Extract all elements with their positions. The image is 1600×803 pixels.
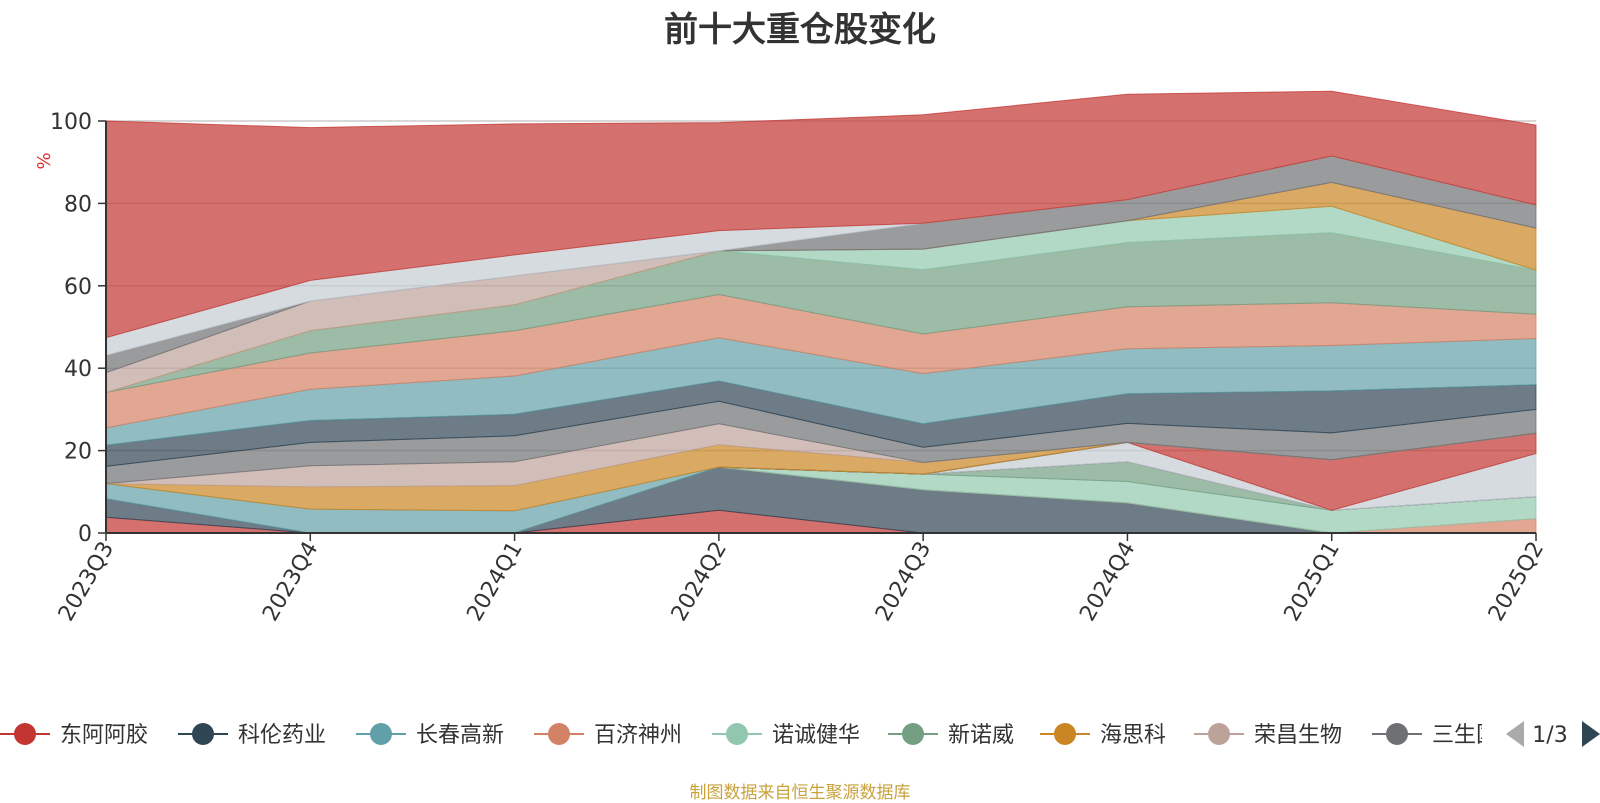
legend-marker-icon <box>1386 723 1408 745</box>
legend-label: 三生国健 <box>1432 723 1520 748</box>
area-series-26[interactable] <box>105 90 1537 339</box>
legend-prev-icon[interactable] <box>1506 721 1524 747</box>
x-tick-label: 2025Q1 <box>1280 538 1345 626</box>
legend-label: 科伦药业 <box>238 723 326 748</box>
legend-item[interactable]: 新诺威 <box>888 723 1014 748</box>
legend-marker-icon <box>1208 723 1230 745</box>
legend-next-icon[interactable] <box>1582 721 1600 747</box>
y-tick-label: 0 <box>78 522 92 547</box>
legend-item[interactable]: 科伦药业 <box>178 723 326 748</box>
y-tick-label: 20 <box>64 440 92 465</box>
y-axis-label: % <box>34 152 55 169</box>
legend-label: 东阿阿胶 <box>60 723 148 748</box>
legend-layer: 东阿阿胶 科伦药业 长春高新 百济神州 诺诚健华 新诺威 海思科 荣昌生物 三生国健 1/3 <box>0 721 1600 748</box>
legend-marker-icon <box>726 723 748 745</box>
legend-item[interactable]: 三生国健 <box>1372 723 1520 748</box>
legend-label: 荣昌生物 <box>1254 723 1342 748</box>
legend-label: 长春高新 <box>416 723 504 748</box>
chart-title: 前十大重仓股变化 <box>664 10 936 50</box>
legend-page-indicator: 1/3 <box>1532 723 1567 748</box>
legend-marker-icon <box>192 723 214 745</box>
legend-label: 新诺威 <box>948 723 1014 748</box>
legend-item[interactable]: 百济神州 <box>534 723 682 748</box>
x-tick-label: 2023Q3 <box>54 538 119 626</box>
x-tick-label: 2024Q3 <box>871 538 936 626</box>
legend-marker-icon <box>902 723 924 745</box>
x-tick-label: 2024Q1 <box>462 538 527 626</box>
x-tick-label: 2023Q4 <box>258 538 323 626</box>
legend-items: 东阿阿胶 科伦药业 长春高新 百济神州 诺诚健华 新诺威 海思科 荣昌生物 三生国健 <box>0 723 1520 748</box>
x-tick-label: 2024Q2 <box>667 538 732 626</box>
legend-marker-icon <box>14 723 36 745</box>
legend-item[interactable]: 诺诚健华 <box>712 723 860 748</box>
y-tick-label: 40 <box>64 357 92 382</box>
y-tick-label: 80 <box>64 192 92 217</box>
y-tick-label: 100 <box>50 110 92 135</box>
area-layer <box>105 90 1537 534</box>
legend-label: 诺诚健华 <box>772 723 860 748</box>
legend-item[interactable]: 长春高新 <box>356 723 504 748</box>
legend-marker-icon <box>1054 723 1076 745</box>
legend-item[interactable]: 海思科 <box>1040 723 1166 748</box>
legend-marker-icon <box>370 723 392 745</box>
source-note: 制图数据来自恒生聚源数据库 <box>689 783 911 803</box>
legend-label: 海思科 <box>1100 723 1166 748</box>
legend-marker-icon <box>548 723 570 745</box>
x-tick-label: 2024Q4 <box>1075 538 1140 626</box>
legend-item[interactable]: 东阿阿胶 <box>0 723 148 748</box>
legend-item[interactable]: 荣昌生物 <box>1194 723 1342 748</box>
legend-label: 百济神州 <box>594 723 682 748</box>
x-tick-label: 2025Q2 <box>1484 538 1549 626</box>
y-tick-label: 60 <box>64 275 92 300</box>
